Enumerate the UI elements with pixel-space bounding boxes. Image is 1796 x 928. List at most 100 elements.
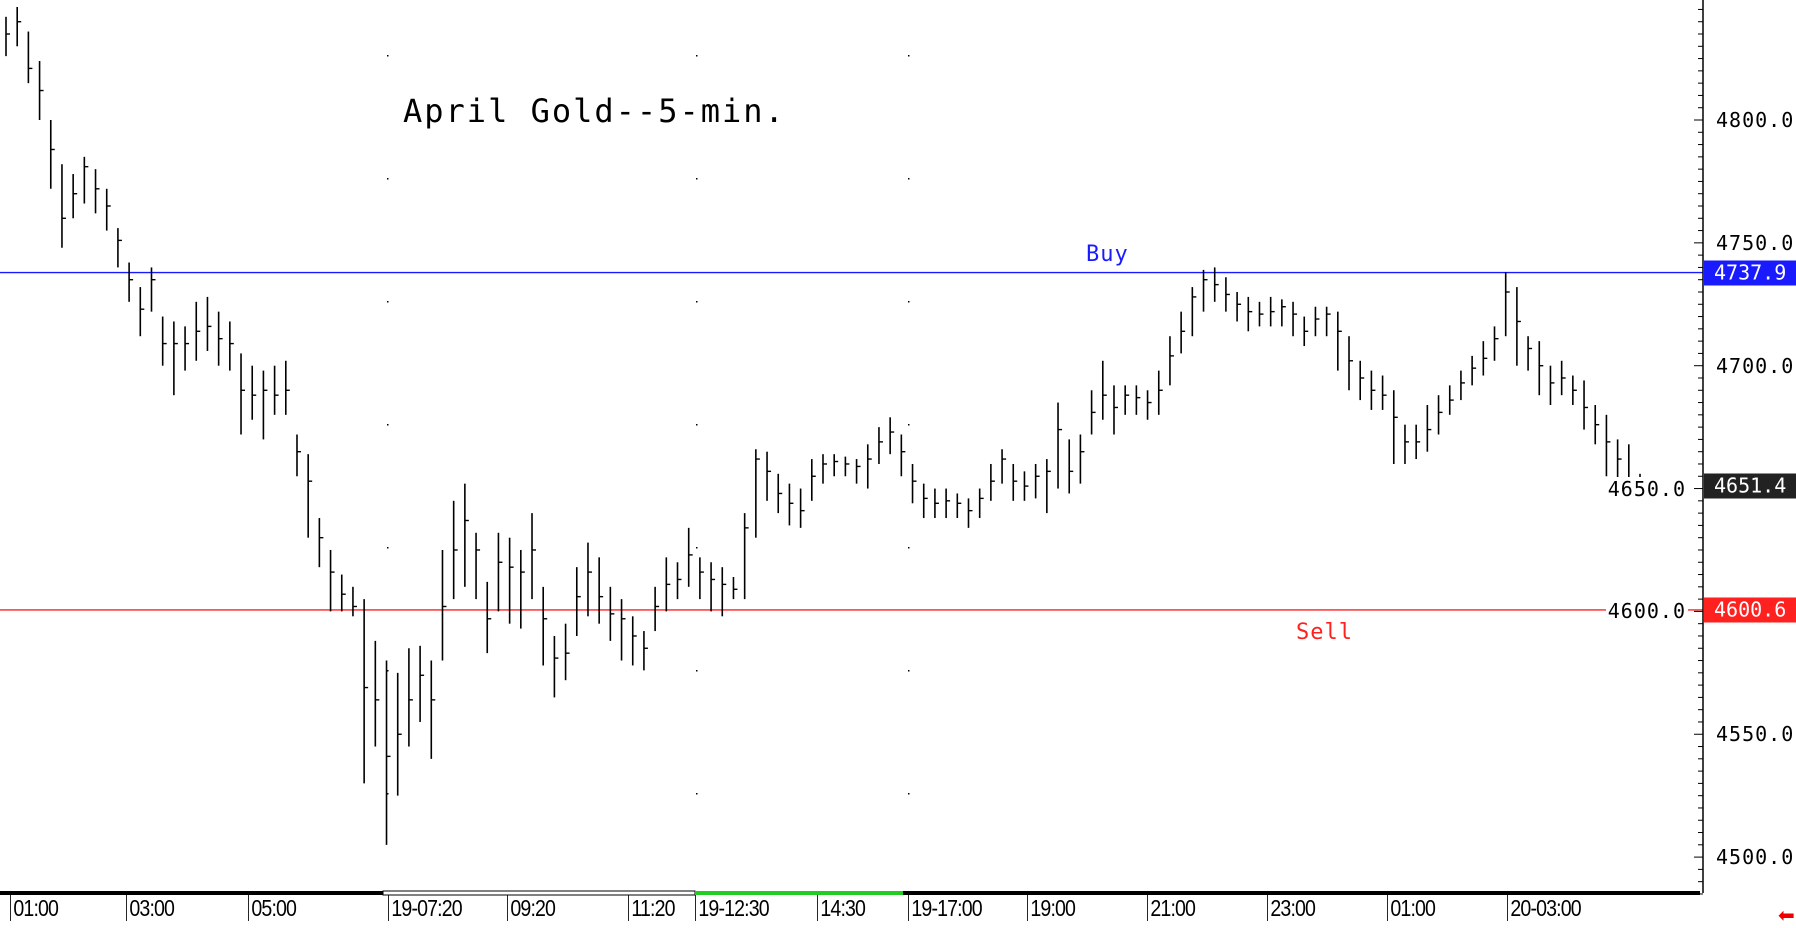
price-bar [643, 631, 648, 671]
price-bar [1504, 272, 1510, 337]
price-bar [1001, 449, 1007, 484]
price-bar [161, 316, 167, 366]
price-bar [1314, 306, 1320, 337]
price-bar [1404, 424, 1409, 464]
grid-dot [696, 547, 698, 549]
y-tick-label: 4600.0 [1605, 599, 1688, 624]
price-bar [441, 549, 447, 661]
price-bar [1180, 311, 1186, 354]
price-bar [788, 483, 794, 526]
price-bar [587, 542, 592, 617]
grid-dot [696, 178, 698, 180]
price-bar [1090, 390, 1096, 435]
price-bar [206, 296, 212, 351]
price-bar [49, 120, 55, 189]
sell-label: Sell [1296, 620, 1353, 645]
price-bar [755, 449, 760, 538]
price-bar [139, 287, 145, 337]
price-bar [967, 498, 973, 528]
price-bar [1023, 471, 1029, 501]
price-bar [598, 557, 604, 624]
price-bar [676, 562, 682, 600]
price-bar [687, 527, 693, 587]
x-tick-label: 01:00 [1387, 895, 1436, 921]
price-bar [822, 454, 827, 484]
grid-dot [696, 301, 698, 303]
price-bar [1068, 439, 1074, 494]
price-bar [553, 635, 559, 698]
price-bar [150, 267, 156, 312]
price-bar [1415, 424, 1421, 460]
price-bar [631, 616, 637, 666]
price-bar [1169, 336, 1174, 386]
x-tick-label: 05:00 [248, 895, 297, 921]
price-bar [464, 483, 469, 587]
y-tick-label: 4500.0 [1716, 845, 1795, 870]
x-tick-label: 23:00 [1267, 895, 1316, 921]
scroll-left-arrow-icon[interactable]: ⬅ [1778, 905, 1795, 927]
price-bar [94, 169, 100, 214]
price-bar [284, 360, 290, 415]
price-bar [251, 365, 257, 420]
price-bar [1348, 336, 1354, 391]
session-grid [387, 55, 910, 795]
price-bar [430, 660, 436, 759]
price-bar [1381, 375, 1387, 410]
price-bar [1191, 287, 1197, 337]
price-bar [296, 434, 301, 477]
y-tick-label: 4550.0 [1716, 722, 1795, 747]
price-bar [1202, 269, 1208, 312]
price-bar [184, 326, 190, 371]
price-bar [1258, 301, 1264, 327]
x-tick-label: 20-03:00 [1507, 895, 1582, 921]
price-bar [229, 321, 234, 371]
grid-dot [908, 55, 910, 57]
price-bar [710, 562, 716, 612]
price-bar [1057, 402, 1063, 489]
price-bar [766, 451, 772, 501]
price-bar [396, 672, 402, 796]
price-bar [855, 459, 861, 484]
price-bar [318, 518, 324, 568]
price-bar [531, 513, 537, 600]
price-bar [1012, 463, 1018, 501]
grid-dot [387, 178, 389, 180]
price-bar [452, 500, 458, 600]
price-bar [1124, 385, 1130, 415]
price-bar [878, 427, 883, 464]
price-bar [128, 262, 134, 302]
price-bar [1527, 336, 1533, 371]
price-bar [1079, 434, 1085, 484]
price-bar [1437, 395, 1443, 435]
price-bar [340, 574, 346, 612]
price-bar [866, 444, 872, 489]
x-tick-label: 19-12:30 [695, 895, 770, 921]
y-tick-label: 4650.0 [1605, 476, 1688, 501]
price-bar [240, 353, 246, 435]
price-bar [1113, 385, 1118, 435]
price-bar [329, 549, 335, 612]
x-tick-label: 21:00 [1147, 895, 1196, 921]
ohlc-bars [5, 6, 1644, 845]
grid-dot [908, 178, 910, 180]
price-bar [609, 586, 615, 641]
price-bar [1292, 301, 1298, 337]
price-bar [889, 417, 895, 455]
grid-dot [908, 793, 910, 795]
price-bar [27, 31, 33, 84]
price-bar [654, 586, 660, 632]
grid-dot [696, 55, 698, 57]
price-bar [1281, 299, 1286, 327]
price-bar [1146, 390, 1152, 420]
grid-dot [387, 301, 389, 303]
price-bar [419, 645, 425, 722]
price-bar [1471, 355, 1477, 386]
price-bar [1482, 341, 1488, 376]
price-bar [38, 61, 44, 120]
price-bar [1538, 341, 1544, 396]
price-bar [1616, 439, 1622, 484]
price-bar [273, 365, 279, 415]
price-bar [72, 174, 78, 219]
price-bar [1157, 370, 1163, 415]
time-axis-bar-1 [0, 891, 383, 895]
